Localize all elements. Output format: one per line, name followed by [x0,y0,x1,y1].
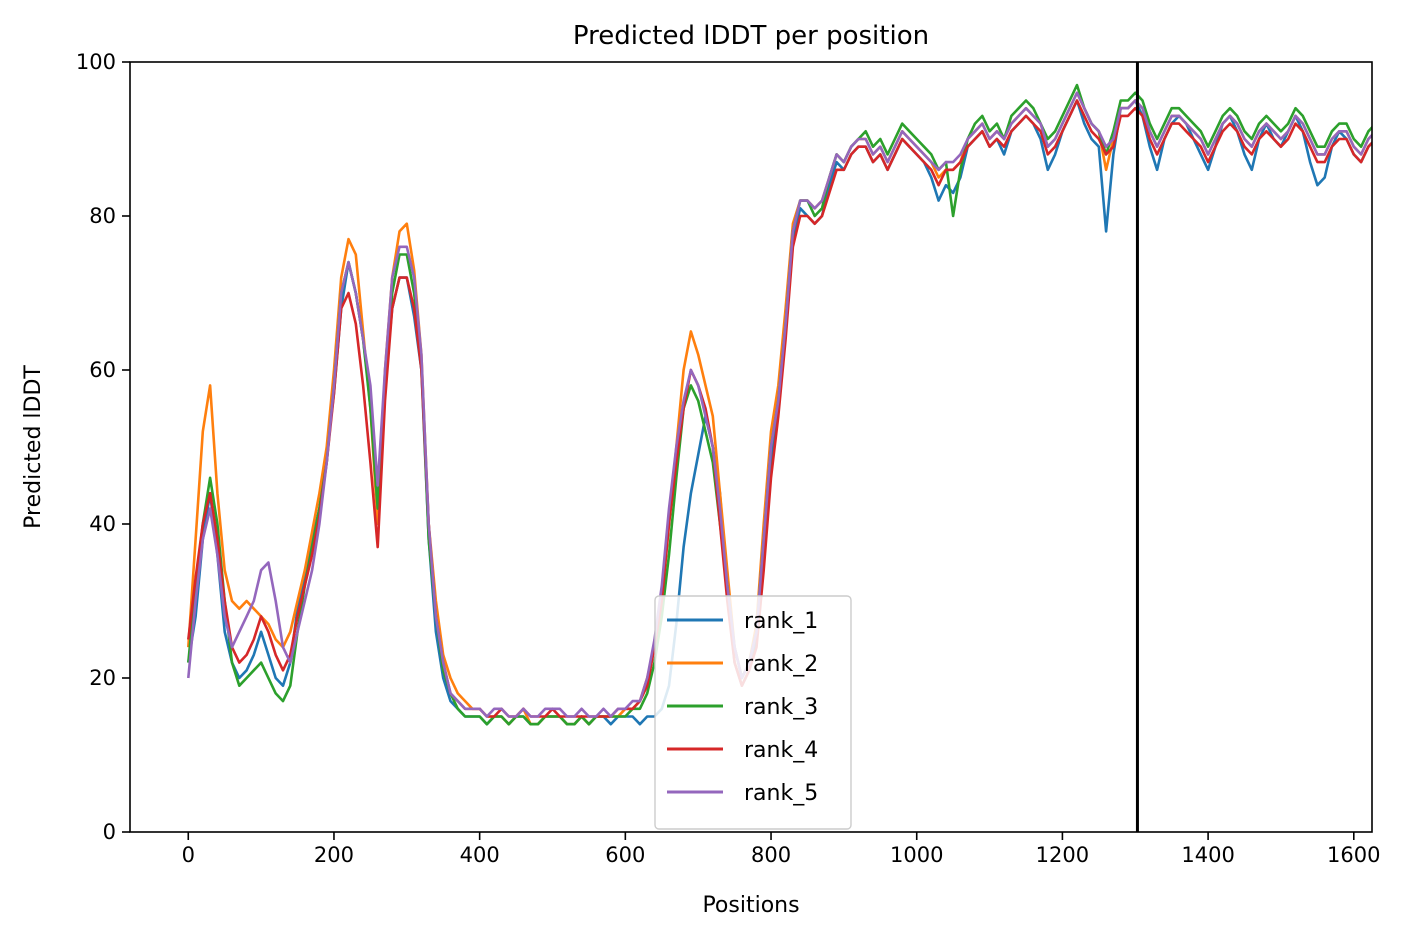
legend-box [654,595,852,830]
legend-label: rank_1 [744,609,818,634]
legend-label: rank_2 [744,652,818,677]
y-tick-label: 80 [89,204,116,228]
x-tick-label: 0 [182,843,195,867]
legend-label: rank_3 [744,695,818,720]
x-tick-label: 1000 [890,843,943,867]
legend: rank_1 rank_2 rank_3 rank_4 rank_5 [654,595,852,830]
y-tick-label: 20 [89,666,116,690]
y-tick-label: 0 [103,820,116,844]
y-tick-label: 60 [89,358,116,382]
y-tick-label: 40 [89,512,116,536]
x-tick-label: 600 [605,843,645,867]
plot-area-frame [129,61,1373,833]
legend-label: rank_4 [744,738,818,763]
x-tick-label: 800 [751,843,791,867]
x-tick-label: 1200 [1036,843,1089,867]
x-tick-label: 1600 [1327,843,1380,867]
chart-title: Predicted lDDT per position [573,21,929,51]
tick-layer: 0 200 400 600 800 1000 1200 1400 1600 0 20 40 60 80 10… [76,50,1381,867]
y-tick-label: 100 [76,50,116,74]
x-axis-label: Positions [702,893,799,918]
y-axis-label: Predicted lDDT [21,365,46,529]
x-tick-label: 1400 [1181,843,1234,867]
x-tick-label: 400 [460,843,500,867]
x-tick-label: 200 [314,843,354,867]
series-line-rank-3 [187,83,1372,726]
legend-label: rank_5 [744,781,818,806]
